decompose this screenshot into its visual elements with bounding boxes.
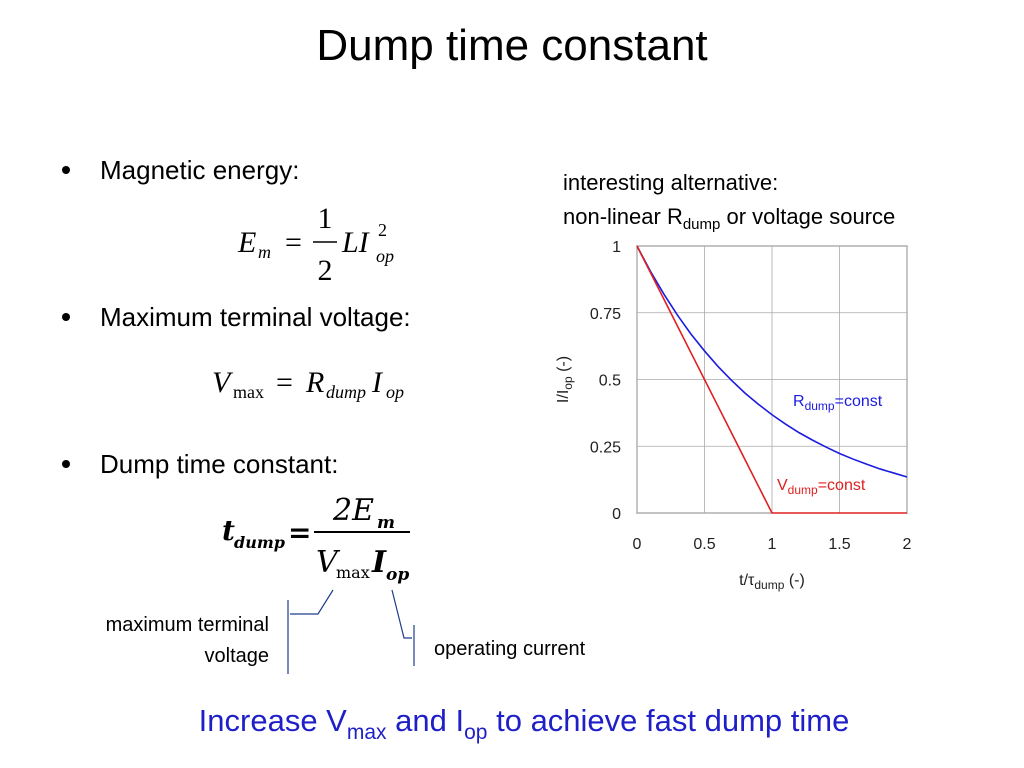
x-axis-label-part: (-) bbox=[784, 572, 804, 589]
conclusion: Increase Vmax and Iop to achieve fast du… bbox=[199, 703, 850, 744]
eq-text: LI bbox=[341, 226, 371, 259]
y-tick-label: 1 bbox=[612, 239, 621, 256]
eq-sup: 2 bbox=[378, 220, 387, 240]
series-label: Vdump=const bbox=[777, 477, 866, 497]
eq-text: V bbox=[212, 366, 234, 399]
y-axis-label: I/Iop (-) bbox=[555, 356, 575, 403]
y-tick-label: 0.25 bbox=[590, 439, 621, 456]
eq-sub: max bbox=[233, 382, 264, 402]
series-label-part: R bbox=[793, 393, 805, 410]
eq-text: 1 bbox=[318, 202, 333, 235]
equation: E m = 1 2 LI 2 op bbox=[237, 202, 394, 287]
annotation: maximum terminal bbox=[106, 614, 269, 636]
annotation: voltage bbox=[205, 645, 270, 667]
eq-text: R bbox=[305, 366, 324, 399]
bullet bbox=[62, 460, 70, 468]
annotation: operating current bbox=[434, 638, 586, 660]
series-label-part: V bbox=[777, 477, 788, 494]
x-axis-label-part: t/τ bbox=[739, 572, 755, 589]
eq-sub: max bbox=[336, 563, 370, 582]
bullet bbox=[62, 166, 70, 174]
annotation-part: non-linear R bbox=[563, 204, 683, 229]
x-tick-label: 2 bbox=[903, 536, 912, 553]
x-tick-label: 1 bbox=[768, 536, 777, 553]
eq-text: V bbox=[316, 545, 341, 580]
x-axis-label-sub: dump bbox=[754, 578, 784, 592]
eq-sub: dump bbox=[234, 533, 285, 552]
annotation: interesting alternative: bbox=[563, 170, 778, 195]
eq-text: E bbox=[237, 226, 256, 259]
conclusion-sub: max bbox=[347, 721, 387, 744]
eq-text: = bbox=[276, 366, 293, 399]
eq-sub: op bbox=[386, 382, 404, 402]
eq-text: 2E bbox=[332, 493, 374, 528]
series-line bbox=[636, 245, 907, 514]
conclusion-part: and I bbox=[387, 703, 465, 738]
eq-text: = bbox=[288, 516, 311, 549]
x-tick-label: 1.5 bbox=[828, 536, 850, 553]
series-label-part: =const bbox=[818, 477, 866, 494]
conclusion-part: Increase V bbox=[199, 703, 348, 738]
series-label-part: =const bbox=[835, 393, 883, 410]
eq-text: 2 bbox=[318, 254, 333, 287]
conclusion-part: to achieve fast dump time bbox=[487, 703, 849, 738]
y-axis-label-part: I/I bbox=[555, 390, 572, 403]
series-label-sub: dump bbox=[805, 399, 835, 413]
eq-sub: m bbox=[258, 242, 271, 262]
eq-text: = bbox=[285, 226, 302, 259]
eq-text: I bbox=[371, 545, 387, 580]
x-tick-label: 0.5 bbox=[693, 536, 715, 553]
series-line bbox=[636, 245, 908, 478]
annotation: non-linear Rdump or voltage source bbox=[563, 204, 895, 233]
eq-sub: op bbox=[376, 246, 394, 266]
equation: V max = R dump I op bbox=[212, 366, 404, 402]
series-label: Rdump=const bbox=[793, 393, 883, 413]
x-axis-label: t/τdump (-) bbox=[739, 572, 805, 592]
y-axis-label-part: (-) bbox=[555, 356, 572, 376]
eq-sub: op bbox=[386, 565, 409, 585]
annotation-part: or voltage source bbox=[720, 204, 895, 229]
y-tick-label: 0.5 bbox=[599, 373, 621, 390]
eq-sub: m bbox=[377, 513, 395, 533]
eq-text: t bbox=[222, 514, 235, 547]
y-tick-label: 0 bbox=[612, 506, 621, 523]
bullet-text: Magnetic energy: bbox=[100, 155, 299, 185]
eq-sub: dump bbox=[326, 382, 366, 402]
callout-line bbox=[391, 589, 412, 639]
callout-line bbox=[290, 589, 334, 615]
conclusion-sub: op bbox=[464, 721, 487, 744]
equation: t dump = 2E m V max I op bbox=[222, 493, 410, 585]
x-tick-label: 0 bbox=[633, 536, 642, 553]
eq-text: I bbox=[371, 366, 384, 399]
bullet-text: Maximum terminal voltage: bbox=[100, 302, 411, 332]
y-axis-label-sub: op bbox=[561, 376, 575, 390]
y-tick-label: 0.75 bbox=[590, 306, 621, 323]
annotation-sub: dump bbox=[683, 216, 721, 233]
bullet bbox=[62, 313, 70, 321]
bullet-text: Dump time constant: bbox=[100, 449, 338, 479]
title: Dump time constant bbox=[316, 21, 707, 70]
series-label-sub: dump bbox=[788, 483, 818, 497]
